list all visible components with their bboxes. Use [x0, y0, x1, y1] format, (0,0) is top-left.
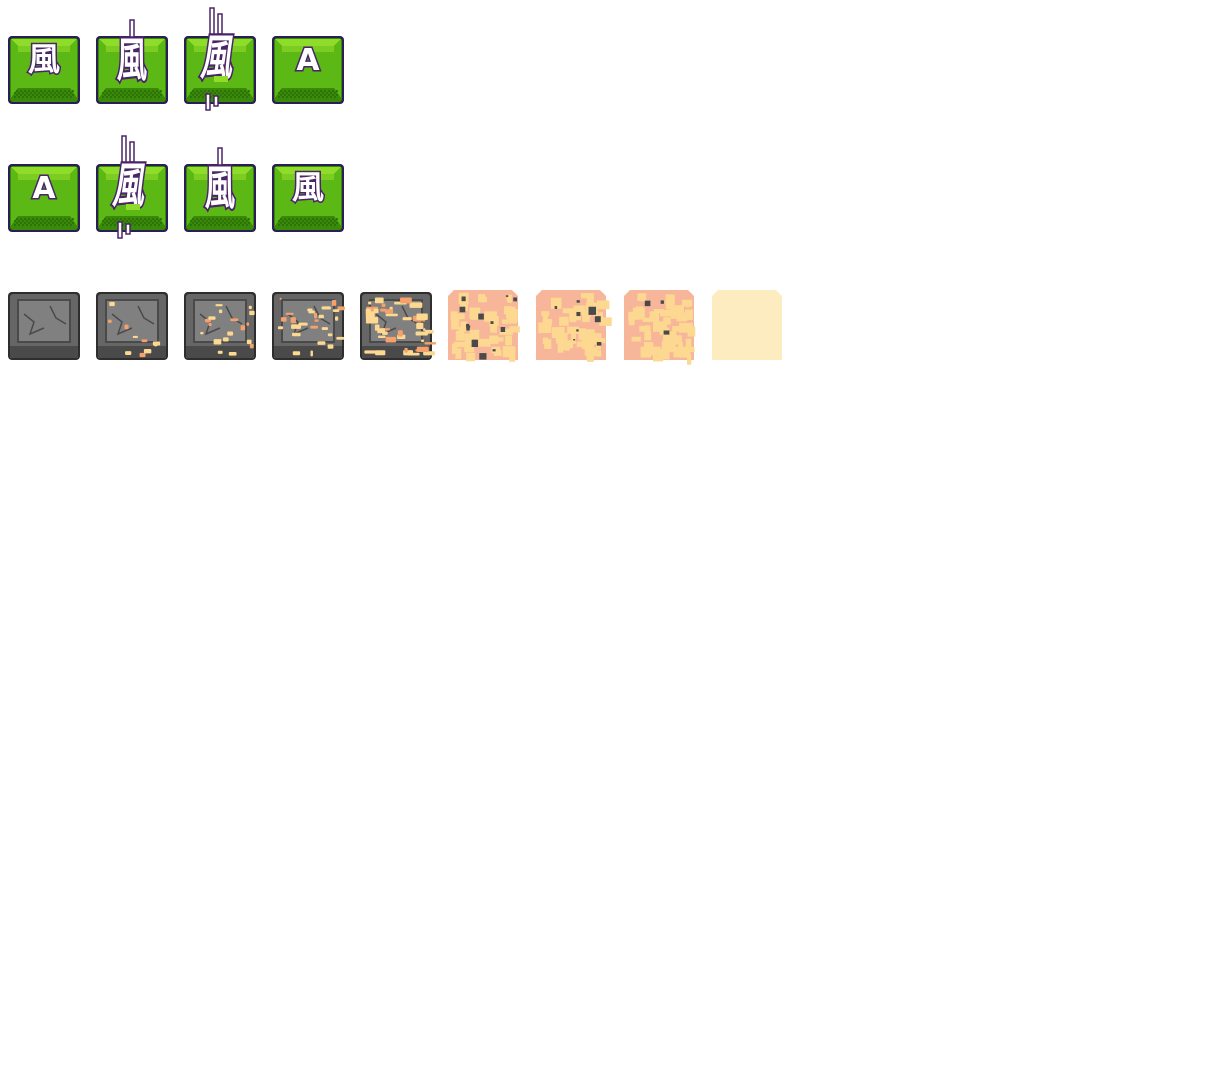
green-keycap-1-2: 風: [88, 0, 168, 104]
kanji-wind-glyph: 風: [290, 167, 325, 208]
svg-text:A: A: [296, 43, 320, 78]
stone-lava-tile-3: [176, 284, 256, 364]
stone-lava-tile-7: [528, 284, 612, 364]
stone-lava-tile-5: [352, 284, 437, 364]
green-keycap-2-2: 風: [88, 128, 168, 239]
stone-lava-tile-sprite: [272, 292, 345, 360]
green-keycap-1-4: A: [264, 0, 344, 104]
green-keycap-1-3: 風: [176, 0, 256, 111]
green-keycap-sprite: 風: [8, 36, 80, 104]
letter-a-glyph: A: [295, 42, 322, 80]
green-keycap-2-1: A: [0, 128, 80, 232]
stone-lava-tile-sprite: [184, 292, 256, 360]
stone-lava-tile-sprite: [360, 292, 437, 360]
letter-a-glyph: A: [31, 170, 58, 208]
green-keycap-sprite: 風: [184, 7, 256, 111]
kanji-wind-glyph: 風: [26, 39, 61, 80]
green-keycap-2-4: 風: [264, 128, 344, 232]
svg-text:A: A: [32, 171, 56, 206]
stone-lava-tile-sprite: [448, 290, 520, 362]
kanji-wind-glyph: 風: [203, 147, 237, 218]
svg-text:風: 風: [117, 35, 147, 88]
stone-tile-row: [0, 284, 800, 394]
green-keycap-2-3: 風: [176, 128, 256, 232]
green-keycap-sprite: A: [272, 36, 344, 104]
stone-lava-tile-1: [0, 284, 80, 364]
stone-lava-tile-sprite: [8, 292, 80, 360]
stone-lava-tile-sprite: [96, 292, 168, 360]
stone-lava-tile-sprite: [712, 290, 782, 360]
green-keycap-sprite: 風: [184, 147, 256, 232]
stone-lava-tile-sprite: [624, 290, 696, 365]
green-keycap-sprite: 風: [96, 19, 168, 104]
svg-text:風: 風: [28, 40, 60, 78]
svg-text:風: 風: [205, 163, 235, 216]
stone-lava-tile-4: [264, 284, 345, 364]
stone-lava-tile-2: [88, 284, 168, 364]
green-keycap-1-1: 風: [0, 0, 80, 104]
kanji-wind-glyph: 風: [109, 135, 152, 239]
svg-text:風: 風: [292, 168, 324, 206]
stone-lava-tile-9: [704, 284, 784, 364]
stone-lava-tile-8: [616, 284, 696, 365]
green-keycap-sprite: 風: [96, 135, 168, 239]
green-keycap-sprite: A: [8, 164, 80, 232]
stone-lava-tile-sprite: [536, 290, 612, 362]
stone-lava-tile-6: [440, 284, 520, 364]
green-keycap-sprite: 風: [272, 164, 344, 232]
kanji-wind-glyph: 風: [115, 19, 149, 90]
